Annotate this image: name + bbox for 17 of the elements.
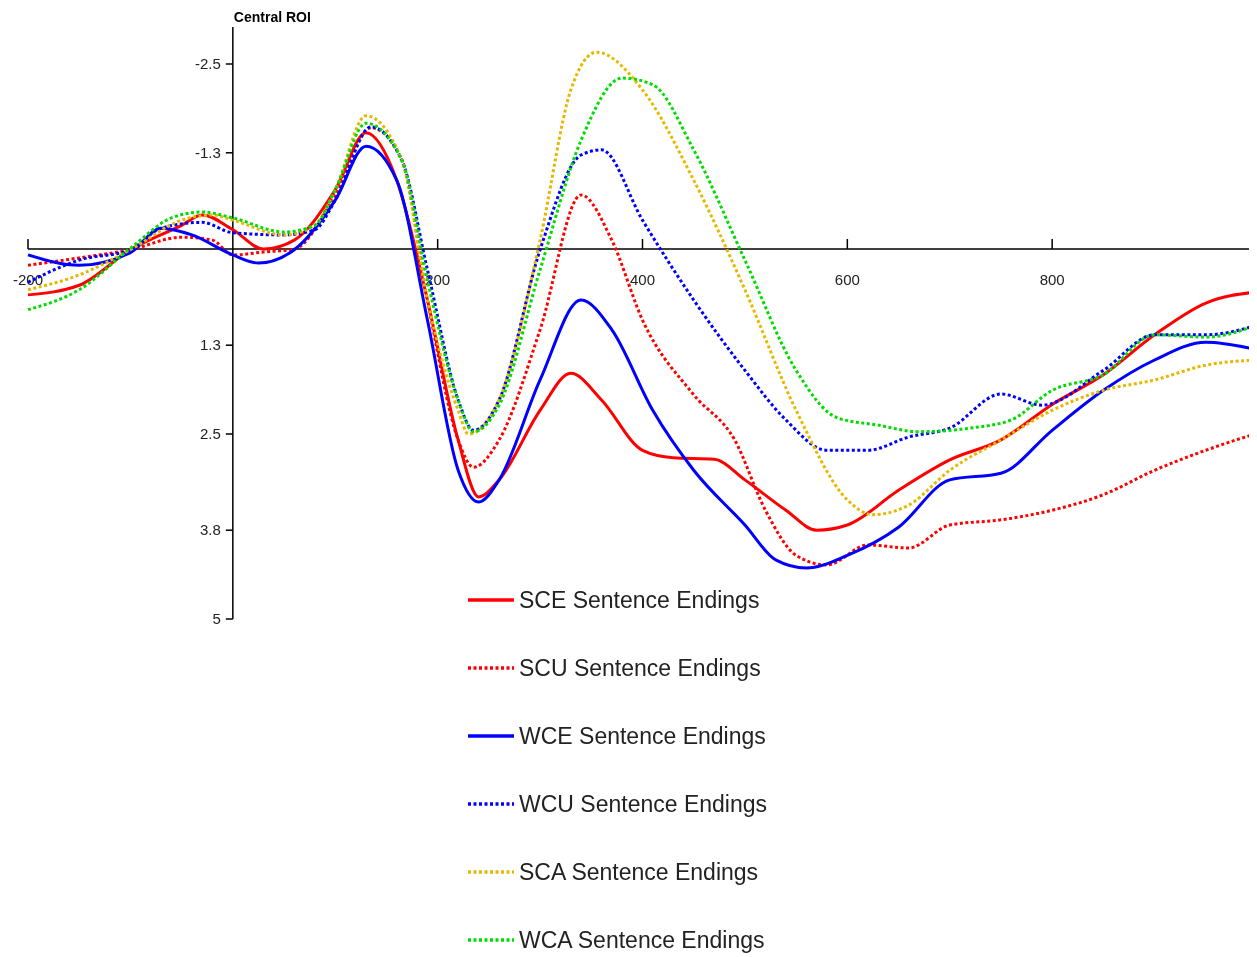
legend-label: SCE Sentence Endings xyxy=(519,587,760,613)
y-tick-label: 5 xyxy=(212,610,221,627)
y-tick-label: 2.5 xyxy=(199,425,221,442)
y-tick-label: -1.3 xyxy=(194,143,221,161)
chart-title: Central ROI xyxy=(233,9,311,25)
x-tick-label: 800 xyxy=(1039,271,1065,288)
x-tick-label: 400 xyxy=(629,271,656,288)
y-tick-label: 1.3 xyxy=(199,336,221,354)
legend-label: SCA Sentence Endings xyxy=(519,859,759,885)
y-tick-label: 3.8 xyxy=(199,521,221,539)
x-tick-label: -200 xyxy=(12,271,44,288)
x-tick-label: 600 xyxy=(834,271,860,288)
legend-label: WCA Sentence Endings xyxy=(519,927,765,953)
legend-label: SCU Sentence Endings xyxy=(519,655,761,681)
y-tick-label: -2.5 xyxy=(194,55,221,72)
legend-label: WCE Sentence Endings xyxy=(519,723,766,749)
legend-label: WCU Sentence Endings xyxy=(519,791,768,817)
